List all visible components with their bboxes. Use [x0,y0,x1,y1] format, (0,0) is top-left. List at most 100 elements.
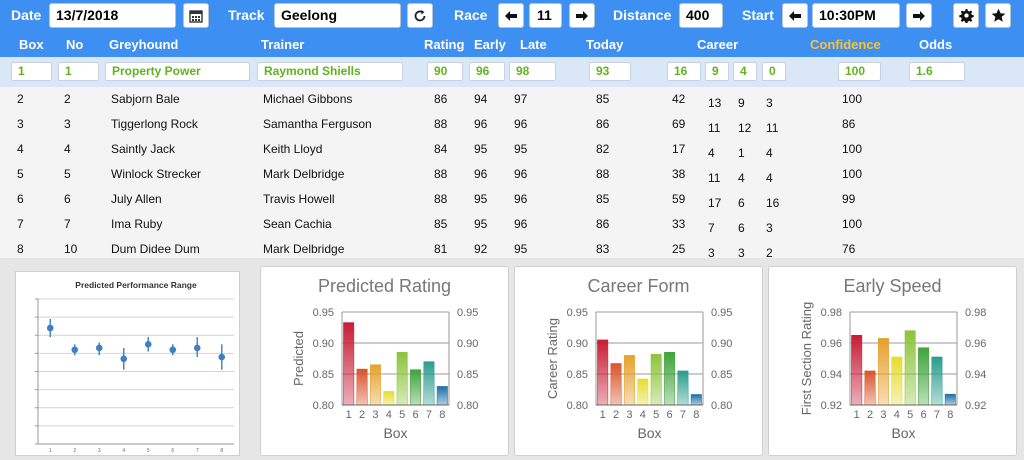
cell-no: 5 [64,167,71,181]
x-axis-label: Box [891,425,915,441]
bar [436,386,448,406]
selected-row[interactable]: 1 1 Property Power Raymond Shiells 90 96… [0,57,1024,87]
cell-career-thirds: 16 [766,196,780,210]
race-next-button[interactable] [569,3,595,28]
selected-odds[interactable]: 1.6 [909,62,965,81]
cell-confidence: 99 [842,192,856,206]
x-tick-label: 2 [867,409,873,421]
bar [410,369,422,406]
selected-box[interactable]: 1 [11,62,52,81]
cell-confidence: 100 [842,167,863,181]
cell-career-seconds: 4 [738,171,745,185]
selected-career-wins[interactable]: 9 [705,62,729,81]
cell-career-wins: 3 [708,246,715,260]
selected-trainer[interactable]: Raymond Shiells [257,62,403,81]
cell-career-wins: 11 [708,171,721,185]
y-tick-label-left: 0.96 [821,338,842,350]
y-tick-label-right: 0.96 [965,338,986,350]
x-tick-label: 5 [399,409,405,421]
predicted-rating-panel: Predicted Rating 0.80 0.80 0.85 0.85 0.90 0.9… [260,266,509,456]
selected-career-seconds[interactable]: 4 [733,62,757,81]
selected-career-starts[interactable]: 16 [667,62,701,81]
table-row[interactable]: 6 6 July Allen Travis Howell 88 95 96 85 59 17 6 16… [0,187,1024,212]
distance-field[interactable]: 400 [679,3,723,28]
col-trainer[interactable]: Trainer [261,37,305,52]
cell-today: 88 [596,167,610,181]
selected-confidence[interactable]: 100 [838,62,881,81]
y-tick-label-right: 0.94 [965,369,986,381]
x-tick-label: 6 [413,409,419,421]
cell-confidence: 76 [842,242,856,256]
table-row[interactable]: 2 2 Sabjorn Bale Michael Gibbons 86 94 97 85 42 1… [0,87,1024,112]
refresh-button[interactable] [407,3,433,28]
track-field[interactable]: Geelong [274,3,401,28]
col-career[interactable]: Career [697,37,739,52]
data-point [193,344,201,352]
performance-range-panel: Predicted Performance Range 1 2 3 4 5 6 7 8 [15,271,240,456]
cell-no: 10 [64,242,78,256]
col-greyhound[interactable]: Greyhound [109,37,179,52]
start-next-button[interactable] [906,3,932,28]
col-early[interactable]: Early [474,37,506,52]
x-tick-label: 5 [907,409,913,421]
cell-box: 5 [17,167,24,181]
table-row[interactable]: 3 3 Tiggerlong Rock Samantha Ferguson 88 96 96… [0,112,1024,137]
cell-greyhound: July Allen [111,192,162,206]
selected-greyhound[interactable]: Property Power [105,62,250,81]
selected-rating[interactable]: 90 [427,62,463,81]
start-prev-button[interactable] [782,3,808,28]
cell-trainer: Mark Delbridge [263,167,345,181]
bar [677,370,689,406]
bar [610,363,622,406]
table-row[interactable]: 8 10 Dum Didee Dum Mark Delbridge 81 92 95 83 25… [0,237,1024,262]
bar [369,364,381,406]
y-axis-label: Predicted [291,331,306,386]
selected-early[interactable]: 96 [469,62,505,81]
cell-no: 6 [64,192,71,206]
race-field[interactable]: 11 [529,3,562,28]
col-late[interactable]: Late [520,37,547,52]
race-prev-button[interactable] [498,3,524,28]
cell-career-seconds: 12 [738,121,752,135]
y-tick-label-right: 0.95 [457,307,478,319]
y-tick-label-left: 0.95 [313,307,334,319]
start-time-field[interactable]: 10:30PM [812,3,900,28]
table-row[interactable]: 4 4 Saintly Jack Keith Lloyd 84 95 95 82 17 4 1 4 10… [0,137,1024,162]
x-tick-label: 3 [372,409,378,421]
cell-no: 2 [64,92,71,106]
col-confidence[interactable]: Confidence [810,37,881,52]
bar [931,356,943,406]
x-tick-label: 1 [49,448,52,454]
cell-trainer: Keith Lloyd [263,142,323,156]
col-odds[interactable]: Odds [919,37,953,52]
cell-career-seconds: 1 [738,146,745,160]
x-tick-label: 6 [667,409,673,421]
selected-no[interactable]: 1 [58,62,99,81]
cell-rating: 84 [434,142,448,156]
table-row[interactable]: 5 5 Winlock Strecker Mark Delbridge 88 96 96 88… [0,162,1024,187]
selected-late[interactable]: 98 [509,62,556,81]
cell-greyhound: Sabjorn Bale [111,92,180,106]
col-no[interactable]: No [66,37,84,52]
y-tick-label-right: 0.98 [965,307,986,319]
x-tick-label: 5 [653,409,659,421]
selected-career-thirds[interactable]: 0 [762,62,786,81]
calendar-button[interactable] [183,3,209,28]
x-tick-label: 1 [600,409,606,421]
y-tick-label-left: 0.85 [567,369,588,381]
col-today[interactable]: Today [586,37,624,52]
selected-today[interactable]: 93 [589,62,631,81]
date-field[interactable]: 13/7/2018 [49,3,176,28]
cell-career-starts: 59 [672,192,686,206]
cell-trainer: Samantha Ferguson [263,117,372,131]
favorite-button[interactable] [985,3,1011,28]
x-tick-label: 2 [359,409,365,421]
col-rating[interactable]: Rating [424,37,465,52]
early-speed-panel: Early Speed 0.92 0.92 0.94 0.94 0.96 0.96 0.98… [768,266,1017,456]
y-tick-label-left: 0.95 [567,307,588,319]
cell-early: 95 [474,217,488,231]
col-box[interactable]: Box [19,37,44,52]
settings-button[interactable] [953,3,979,28]
x-tick-label: 7 [426,409,432,421]
table-row[interactable]: 7 7 Ima Ruby Sean Cachia 85 95 96 86 33 7 6 3 100 [0,212,1024,237]
